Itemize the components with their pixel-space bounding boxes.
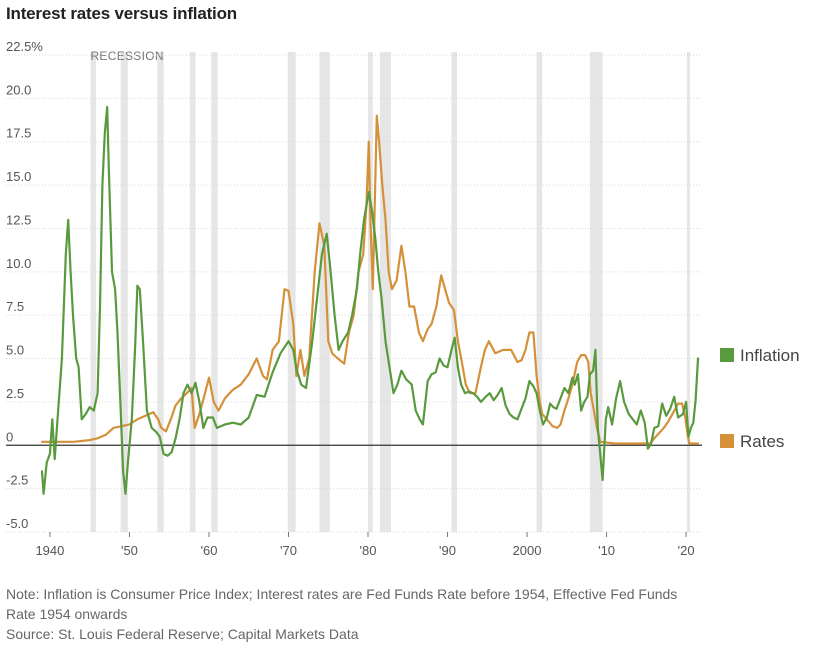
y-tick-label: 0: [6, 429, 13, 444]
y-tick-label: 5.0: [6, 343, 24, 358]
chart-notes: Note: Inflation is Consumer Price Index;…: [6, 584, 806, 644]
y-tick-label: 12.5: [6, 212, 31, 227]
note-line-2: Rate 1954 onwards: [6, 606, 128, 622]
x-tick-label: 2000: [513, 543, 542, 558]
y-tick-label: 10.0: [6, 256, 31, 271]
chart-title: Interest rates versus inflation: [6, 4, 237, 23]
y-tick-label: 7.5: [6, 299, 24, 314]
recession-band: [120, 52, 128, 532]
x-tick-label: '90: [439, 543, 456, 558]
y-tick-label: -5.0: [6, 516, 28, 531]
y-tick-label: 17.5: [6, 126, 31, 141]
x-tick-label: '10: [598, 543, 615, 558]
series-line-rates: [40, 114, 700, 445]
x-tick-label: 1940: [35, 543, 64, 558]
chart-plot: RECESSION 22.5% 20.0 17.5 15.0 12.5 10.0 7.5 5.0…: [6, 39, 800, 558]
recession-band: [211, 52, 218, 532]
y-tick-label: -2.5: [6, 473, 28, 488]
recession-band: [287, 52, 296, 532]
recession-band: [189, 52, 196, 532]
legend-swatch-rates: [720, 434, 734, 448]
recession-band: [686, 52, 691, 532]
y-tick-label: 22.5%: [6, 39, 43, 54]
legend-label-rates: Rates: [740, 432, 784, 451]
recession-band: [368, 52, 373, 532]
y-tick-label: 15.0: [6, 169, 31, 184]
legend-label-inflation: Inflation: [740, 346, 800, 365]
recession-label: RECESSION: [90, 49, 163, 63]
recession-band: [451, 52, 458, 532]
recession-band: [157, 52, 164, 532]
series-line-inflation: [40, 105, 700, 495]
recession-band: [90, 52, 97, 532]
x-tick-label: '20: [678, 543, 695, 558]
recession-band: [379, 52, 392, 532]
recession-band: [536, 52, 543, 532]
x-tick-label: '60: [200, 543, 217, 558]
x-tick-label: '80: [360, 543, 377, 558]
recession-band: [319, 52, 330, 532]
x-tick-label: '50: [121, 543, 138, 558]
note-line-1: Note: Inflation is Consumer Price Index;…: [6, 586, 678, 602]
source-line: Source: St. Louis Federal Reserve; Capit…: [6, 626, 359, 642]
y-tick-label: 2.5: [6, 386, 24, 401]
x-tick-label: '70: [280, 543, 297, 558]
legend-swatch-inflation: [720, 348, 734, 362]
y-tick-label: 20.0: [6, 82, 31, 97]
